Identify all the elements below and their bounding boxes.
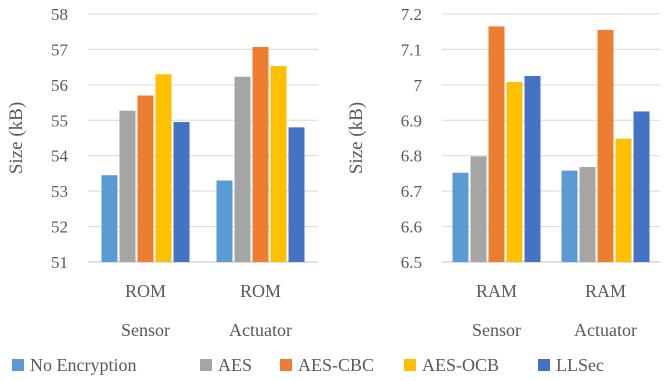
bar <box>234 76 251 262</box>
x-subcategory-label: Sensor <box>121 320 170 340</box>
y-tick-label: 6.8 <box>401 147 422 166</box>
y-tick-label: 6.7 <box>401 182 423 201</box>
bar <box>597 29 614 263</box>
bar <box>155 74 172 262</box>
y-tick-label: 53 <box>51 182 68 201</box>
legend-swatch <box>538 359 550 371</box>
x-category-label: RAM <box>476 281 517 301</box>
x-category-label: RAM <box>585 281 626 301</box>
x-subcategory-label: Actuator <box>229 320 292 340</box>
y-tick-label: 58 <box>51 5 68 24</box>
legend-label: AES-OCB <box>422 354 500 375</box>
y-tick-label: 6.5 <box>401 253 422 272</box>
legend-swatch <box>404 359 416 371</box>
y-tick-label: 6.9 <box>401 111 422 130</box>
bar <box>288 127 305 262</box>
bar <box>506 82 523 262</box>
legend-item: AES-CBC <box>280 352 374 378</box>
y-tick-label: 7.2 <box>401 5 422 24</box>
bar <box>252 46 269 262</box>
bar <box>270 66 287 262</box>
y-tick-label: 6.6 <box>401 218 422 237</box>
x-subcategory-label: Actuator <box>574 320 637 340</box>
y-tick-label: 54 <box>51 147 69 166</box>
legend-label: LLSec <box>556 354 604 375</box>
bar <box>615 138 632 262</box>
chart-svg: 51 52 53 54 55 56 57 58 Size (kB) ROM Sensor ROM Act… <box>6 5 660 340</box>
y-tick-label: 7 <box>414 76 423 95</box>
y-axis-label: Size (kB) <box>346 102 367 174</box>
legend-item: AES <box>200 352 252 378</box>
y-tick-label: 52 <box>51 218 68 237</box>
legend-swatch <box>12 359 24 371</box>
bar <box>119 110 136 262</box>
legend-label: AES <box>218 354 253 375</box>
legend-item: No Encryption <box>12 352 136 378</box>
y-tick-label: 51 <box>51 253 68 272</box>
y-tick-label: 55 <box>51 111 68 130</box>
bar <box>173 122 190 262</box>
bar <box>579 167 596 262</box>
bar <box>470 156 487 262</box>
legend-item: LLSec <box>538 352 604 378</box>
y-tick-label: 7.1 <box>401 40 422 59</box>
legend-item: AES-OCB <box>404 352 499 378</box>
bar <box>561 170 578 262</box>
x-subcategory-label: Sensor <box>472 320 521 340</box>
bar <box>137 95 154 262</box>
x-category-label: ROM <box>240 281 281 301</box>
chart-legend: No Encryption AES AES-CBC AES-OCB LLSec <box>0 352 667 378</box>
y-tick-label: 57 <box>51 40 69 59</box>
bar <box>101 175 118 262</box>
bar <box>524 76 541 262</box>
legend-swatch <box>200 359 212 371</box>
legend-label: AES-CBC <box>298 354 375 375</box>
bar <box>488 26 505 263</box>
legend-swatch <box>280 359 292 371</box>
bar <box>633 111 650 262</box>
y-axis-label: Size (kB) <box>6 102 27 174</box>
legend-label: No Encryption <box>30 354 137 375</box>
x-category-label: ROM <box>125 281 166 301</box>
bar <box>216 180 233 262</box>
y-tick-label: 56 <box>51 76 68 95</box>
bar <box>452 172 469 262</box>
